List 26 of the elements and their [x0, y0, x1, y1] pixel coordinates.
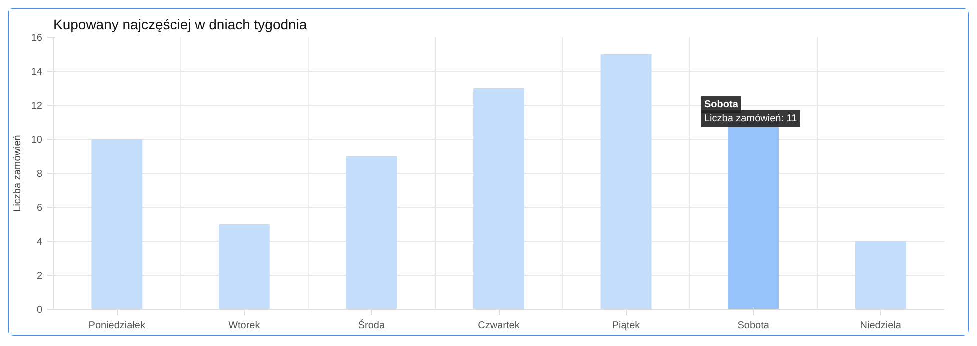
annotation: Liczba zamówień: 11: [704, 114, 798, 124]
x-tick-label: Środa: [358, 320, 386, 332]
y-tick-label: 10: [31, 135, 43, 146]
y-tick-label: 16: [31, 33, 43, 44]
x-tick-label: Piątek: [612, 320, 642, 332]
x-tick-label: Niedziela: [860, 320, 902, 332]
bar: [855, 242, 906, 310]
bar: [600, 54, 652, 310]
y-tick-label: 0: [36, 305, 43, 316]
x-tick-label: Wtorek: [228, 320, 262, 332]
bar: [218, 224, 270, 310]
x-tick-label: Sobota: [738, 320, 770, 332]
y-tick-label: 14: [31, 67, 43, 78]
y-tick-label: 12: [31, 101, 43, 112]
bar: [474, 88, 524, 310]
chart-title: Kupowany najczęściej w dniach tygodnia: [54, 16, 308, 32]
bar: [346, 156, 398, 310]
y-tick-label: 4: [36, 237, 43, 248]
y-tick-label: 6: [36, 203, 43, 214]
y-axis-title: Liczba zamówień: [12, 135, 24, 212]
x-tick-label: Poniedziałek: [88, 320, 146, 332]
y-tick-label: 2: [36, 271, 43, 282]
y-tick-label: 8: [36, 169, 43, 180]
bar: [92, 140, 143, 310]
annotation: Sobota: [704, 100, 739, 110]
x-tick-label: Czwartek: [478, 320, 521, 332]
